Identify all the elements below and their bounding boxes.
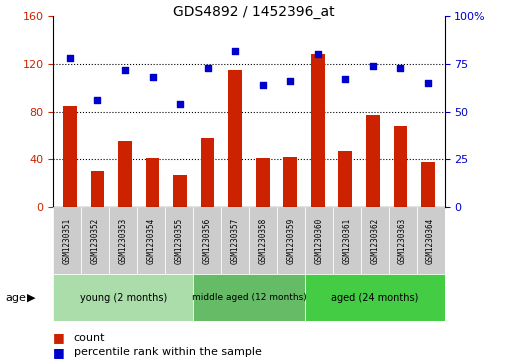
Text: GSM1230363: GSM1230363 <box>398 217 407 264</box>
Bar <box>333 207 361 274</box>
Bar <box>201 138 214 207</box>
Text: GSM1230356: GSM1230356 <box>203 217 211 264</box>
Bar <box>249 207 277 274</box>
Bar <box>421 162 435 207</box>
Bar <box>277 207 305 274</box>
Point <box>66 55 74 61</box>
Bar <box>305 274 444 321</box>
Text: GSM1230358: GSM1230358 <box>259 217 267 264</box>
Bar <box>90 171 104 207</box>
Point <box>148 74 156 80</box>
Point <box>204 65 212 71</box>
Bar <box>283 157 297 207</box>
Point <box>314 52 322 57</box>
Bar <box>305 207 333 274</box>
Point <box>231 48 239 54</box>
Point <box>369 63 377 69</box>
Point <box>286 78 294 84</box>
Bar <box>311 54 325 207</box>
Bar <box>81 207 109 274</box>
Bar <box>109 207 137 274</box>
Text: GSM1230353: GSM1230353 <box>119 217 128 264</box>
Bar <box>165 207 193 274</box>
Point <box>93 97 102 103</box>
Bar <box>417 207 444 274</box>
Bar <box>63 106 77 207</box>
Text: GDS4892 / 1452396_at: GDS4892 / 1452396_at <box>173 5 335 20</box>
Text: GSM1230360: GSM1230360 <box>314 217 323 264</box>
Bar <box>118 142 132 207</box>
Text: GSM1230354: GSM1230354 <box>147 217 155 264</box>
Point <box>396 65 404 71</box>
Bar <box>256 158 270 207</box>
Text: ■: ■ <box>53 331 65 344</box>
Text: GSM1230351: GSM1230351 <box>63 217 72 264</box>
Bar <box>366 115 380 207</box>
Text: GSM1230362: GSM1230362 <box>370 217 379 264</box>
Text: middle aged (12 months): middle aged (12 months) <box>192 293 306 302</box>
Text: GSM1230361: GSM1230361 <box>342 217 351 264</box>
Text: GSM1230355: GSM1230355 <box>175 217 183 264</box>
Bar <box>338 151 352 207</box>
Bar <box>193 274 305 321</box>
Point <box>424 80 432 86</box>
Text: GSM1230364: GSM1230364 <box>426 217 435 264</box>
Bar <box>173 175 187 207</box>
Bar <box>361 207 389 274</box>
Point <box>341 76 350 82</box>
Text: age: age <box>5 293 26 303</box>
Bar <box>221 207 249 274</box>
Point <box>176 101 184 107</box>
Text: aged (24 months): aged (24 months) <box>331 293 418 303</box>
Point <box>121 67 129 73</box>
Bar <box>193 207 221 274</box>
Bar <box>389 207 417 274</box>
Text: young (2 months): young (2 months) <box>80 293 167 303</box>
Text: percentile rank within the sample: percentile rank within the sample <box>74 347 262 357</box>
Bar <box>53 207 81 274</box>
Point <box>259 82 267 88</box>
Bar <box>137 207 165 274</box>
Bar <box>228 70 242 207</box>
Text: GSM1230352: GSM1230352 <box>91 217 100 264</box>
Text: count: count <box>74 333 105 343</box>
Text: ▶: ▶ <box>27 293 36 303</box>
Text: GSM1230357: GSM1230357 <box>231 217 239 264</box>
Text: ■: ■ <box>53 346 65 359</box>
Bar <box>53 274 193 321</box>
Bar <box>146 158 160 207</box>
Bar <box>394 126 407 207</box>
Text: GSM1230359: GSM1230359 <box>287 217 295 264</box>
